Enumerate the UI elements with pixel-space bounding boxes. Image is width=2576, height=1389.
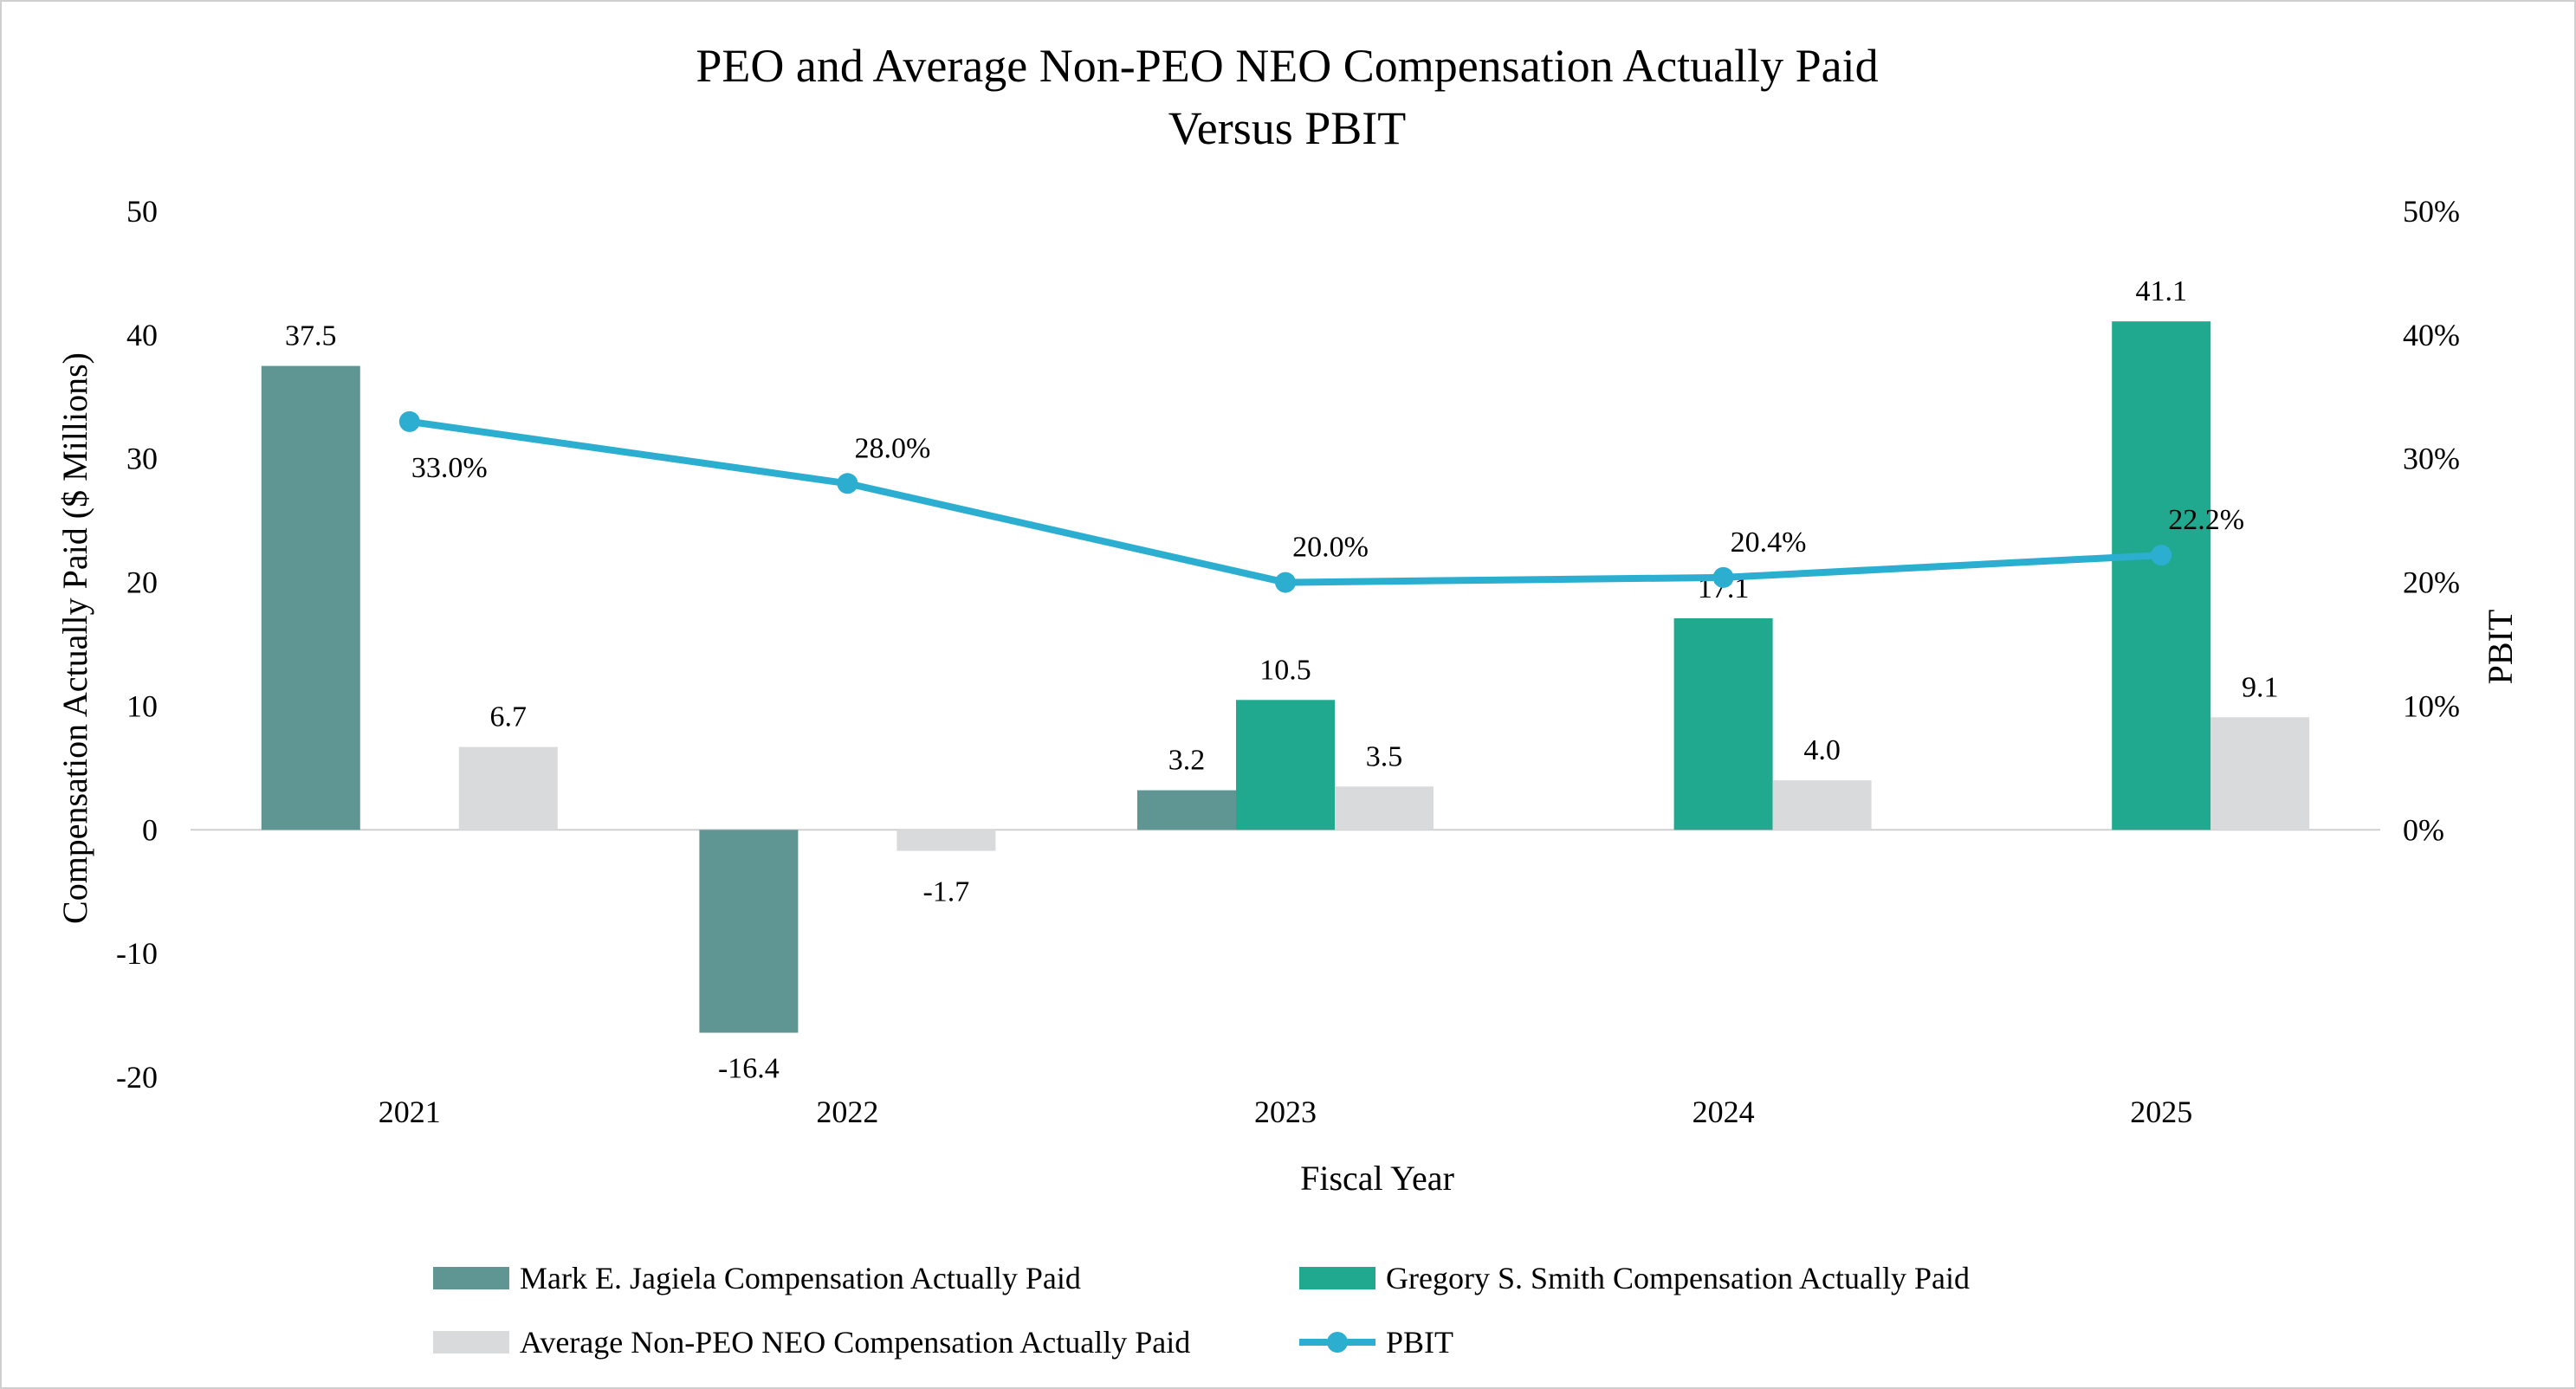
y-tick-label: 0: [142, 812, 158, 847]
legend-swatch: [433, 1331, 509, 1353]
chart-title: PEO and Average Non-PEO NEO Compensation…: [696, 40, 1878, 154]
bar: [1137, 790, 1236, 830]
bar: [1236, 700, 1335, 830]
y-tick-label: -20: [116, 1060, 158, 1095]
bar-data-label: 6.7: [490, 701, 527, 733]
pbit-data-label: 22.2%: [2168, 504, 2244, 536]
y-tick-label: 30: [126, 442, 158, 476]
bar-data-label: 10.5: [1259, 654, 1311, 686]
bar-data-label: 9.1: [2242, 671, 2279, 703]
pbit-point: [2151, 545, 2172, 566]
legend-swatch-marker: [1327, 1332, 1348, 1353]
y-tick-label: 20: [126, 565, 158, 600]
bar: [896, 830, 996, 851]
legend-swatch: [1299, 1267, 1375, 1289]
bar: [2112, 321, 2211, 830]
y-axis-title: Compensation Actually Paid ($ Millions): [55, 352, 94, 924]
legend-label: Average Non-PEO NEO Compensation Actuall…: [520, 1325, 1190, 1360]
bar-data-label: -1.7: [922, 875, 969, 908]
plot-area: 37.5-16.43.210.517.141.16.7-1.73.5 4.09.1…: [191, 275, 2380, 1085]
y2-axis-ticks: 0% 10% 20% 30% 40% 50%: [2403, 194, 2460, 847]
pbit-line: [409, 417, 2162, 586]
x-tick-label: 2021: [379, 1095, 441, 1129]
y-tick-label: 50: [126, 194, 158, 229]
legend-label: Mark E. Jagiela Compensation Actually Pa…: [520, 1261, 1081, 1295]
y2-tick-label: 10%: [2403, 688, 2460, 723]
bar-data-label: 41.1: [2135, 275, 2187, 307]
y2-axis-title: PBIT: [2481, 610, 2520, 685]
pbit-data-label: 20.0%: [1292, 532, 1369, 564]
pbit-point: [398, 410, 420, 432]
bar-data-label: -16.4: [718, 1053, 780, 1085]
x-tick-label: 2023: [1254, 1095, 1317, 1129]
y-tick-label: 10: [126, 688, 158, 723]
bar: [1772, 780, 1872, 830]
bar-data-label: 3.5: [1366, 740, 1403, 772]
pbit-point: [837, 473, 858, 494]
bar: [1335, 786, 1434, 830]
x-axis-ticks: 2021 2022 2023 2024 2025: [379, 1095, 2192, 1129]
chart-title-line-2: Versus PBIT: [1168, 102, 1407, 154]
x-axis-title: Fiscal Year: [1300, 1159, 1454, 1198]
chart-title-line-1: PEO and Average Non-PEO NEO Compensation…: [696, 40, 1878, 92]
x-tick-label: 2025: [2130, 1095, 2192, 1129]
y-axis-ticks: -20 -10 0 10 20 30 40 50: [116, 194, 158, 1095]
y2-tick-label: 40%: [2403, 318, 2460, 352]
legend-swatch: [433, 1267, 509, 1289]
pbit-point: [1712, 566, 1734, 588]
y2-tick-label: 20%: [2403, 565, 2460, 600]
bar-data-label: 3.2: [1168, 745, 1206, 777]
y2-tick-label: 50%: [2403, 194, 2460, 229]
pbit-data-label: 20.4%: [1731, 527, 1807, 559]
bar: [2210, 717, 2310, 830]
y2-tick-label: 30%: [2403, 442, 2460, 476]
bar: [261, 365, 360, 830]
x-tick-label: 2024: [1693, 1095, 1755, 1129]
legend: Mark E. Jagiela Compensation Actually Pa…: [433, 1261, 1970, 1360]
legend-label: PBIT: [1386, 1325, 1453, 1360]
bar: [1673, 618, 1773, 830]
y-tick-label: 40: [126, 318, 158, 352]
bar-data-label: 37.5: [285, 320, 337, 352]
y-tick-label: -10: [116, 936, 158, 971]
legend-label: Gregory S. Smith Compensation Actually P…: [1386, 1261, 1970, 1295]
bar-data-label: 4.0: [1803, 734, 1841, 766]
bar: [458, 746, 558, 830]
pbit-data-label: 28.0%: [854, 432, 930, 464]
pbit-data-label: 33.0%: [411, 452, 488, 484]
bar: [699, 830, 799, 1033]
pbit-point: [1275, 572, 1296, 593]
y2-tick-label: 0%: [2403, 812, 2444, 847]
x-tick-label: 2022: [816, 1095, 878, 1129]
